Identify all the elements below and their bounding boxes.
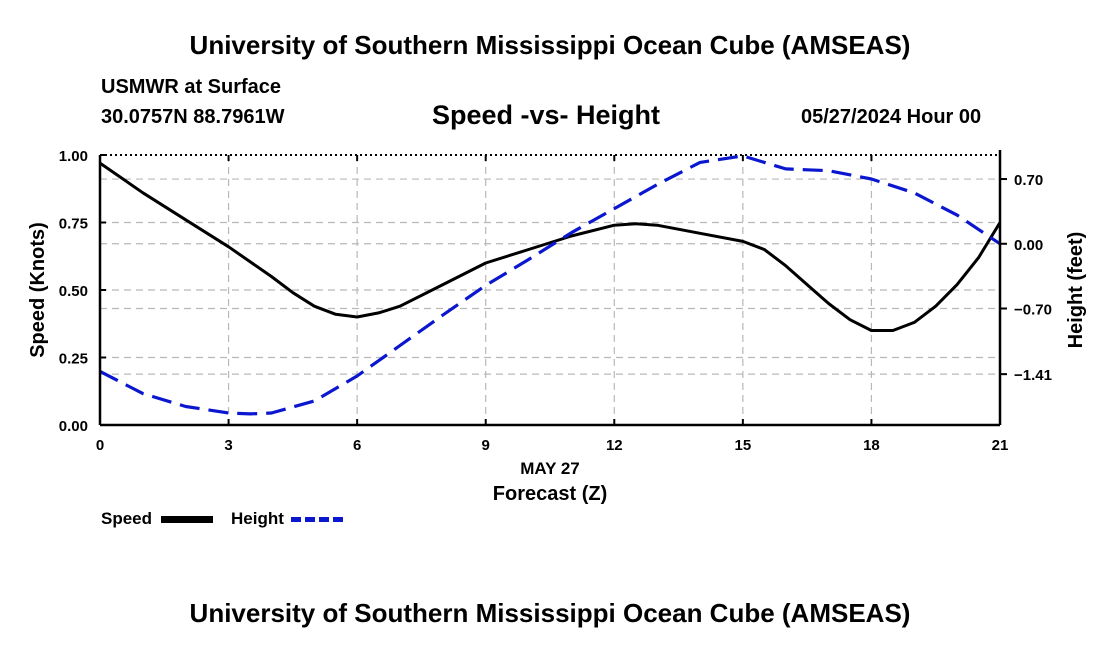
x-tick-label-2: 6	[353, 437, 361, 454]
y2-tick-label-1: 0.00	[1014, 237, 1043, 254]
x-tick-label-4: 12	[606, 437, 623, 454]
y-tick-label-0: 0.00	[59, 418, 88, 435]
y-axis-title: Speed (Knots)	[27, 222, 49, 358]
x-tick-label-1: 3	[224, 437, 232, 454]
y2-tick-label-2: −0.70	[1014, 301, 1052, 318]
y2-tick-label-3: −1.41	[1014, 367, 1052, 384]
x-tick-label-7: 21	[992, 437, 1009, 454]
y2-tick-label-0: 0.70	[1014, 172, 1043, 189]
x-axis-date-label: MAY 27	[520, 459, 580, 478]
forecast-datetime: 05/27/2024 Hour 00	[801, 106, 982, 128]
x-axis-title: Forecast (Z)	[493, 483, 607, 505]
chart-main-title: University of Southern Mississippi Ocean…	[189, 30, 911, 60]
chart-subtitle: Speed -vs- Height	[432, 100, 661, 130]
x-tick-label-0: 0	[96, 437, 104, 454]
x-tick-label-6: 18	[863, 437, 880, 454]
y-tick-label-4: 1.00	[59, 148, 88, 165]
x-tick-label-5: 15	[735, 437, 752, 454]
y-tick-label-3: 0.75	[59, 216, 88, 233]
series-line-height	[99, 154, 1001, 416]
x-tick-label-3: 9	[482, 437, 490, 454]
series-line-speed	[99, 161, 1002, 332]
y2-axis-title: Height (feet)	[1065, 232, 1087, 349]
y-tick-label-2: 0.50	[59, 283, 88, 300]
legend-height-label: Height	[231, 509, 284, 528]
station-coordinates: 30.0757N 88.7961W	[101, 106, 285, 128]
y-tick-label-1: 0.25	[59, 351, 88, 368]
legend-height-swatch	[291, 517, 343, 522]
legend-speed-label: Speed	[101, 509, 153, 528]
footer-title: University of Southern Mississippi Ocean…	[189, 598, 911, 628]
station-label: USMWR at Surface	[101, 76, 282, 98]
legend-speed-swatch	[161, 516, 213, 523]
